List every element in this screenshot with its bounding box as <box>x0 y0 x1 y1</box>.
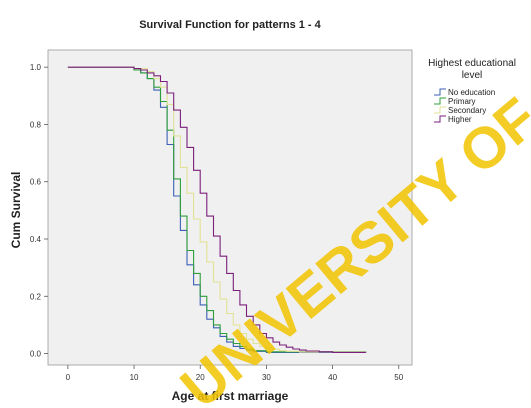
series-line-higher <box>67 66 367 353</box>
legend-swatch-secondary <box>434 106 446 114</box>
legend-label-primary: Primary <box>448 97 476 106</box>
y-tick-label: 0.0 <box>30 350 42 359</box>
legend-swatch-primary <box>434 97 446 105</box>
x-tick-label: 40 <box>328 373 337 382</box>
chart-title: Survival Function for patterns 1 - 4 <box>139 19 321 31</box>
y-tick-label: 0.4 <box>30 235 42 244</box>
x-axis: 0 10 20 30 40 50 <box>66 365 404 382</box>
x-tick-label: 20 <box>196 373 205 382</box>
legend-label-higher: Higher <box>448 115 472 124</box>
y-tick-label: 0.6 <box>30 178 42 187</box>
plot-area <box>47 49 413 366</box>
y-axis-label: Cum Survival <box>9 172 23 249</box>
legend-title-line-2: level <box>462 70 483 81</box>
y-tick-label: 0.8 <box>30 120 42 129</box>
y-tick-label: 0.2 <box>30 292 42 301</box>
x-tick-label: 50 <box>394 373 403 382</box>
x-tick-label: 10 <box>130 373 139 382</box>
y-tick-label: 1.0 <box>30 63 42 72</box>
y-axis: 0.0 0.2 0.4 0.6 0.8 1.0 <box>30 63 48 359</box>
legend: Highest educational level No educationPr… <box>428 58 516 124</box>
x-tick-label: 30 <box>262 373 271 382</box>
x-axis-label: Age at first marriage <box>172 389 289 403</box>
series-lines <box>67 66 367 353</box>
legend-title-line-1: Highest educational <box>428 58 516 69</box>
x-tick-label: 0 <box>66 373 71 382</box>
legend-swatch-higher <box>434 115 446 123</box>
legend-label-no-education: No education <box>448 88 495 97</box>
legend-label-secondary: Secondary <box>448 106 486 115</box>
legend-swatch-no-education <box>434 88 446 96</box>
series-line-secondary <box>67 66 367 353</box>
